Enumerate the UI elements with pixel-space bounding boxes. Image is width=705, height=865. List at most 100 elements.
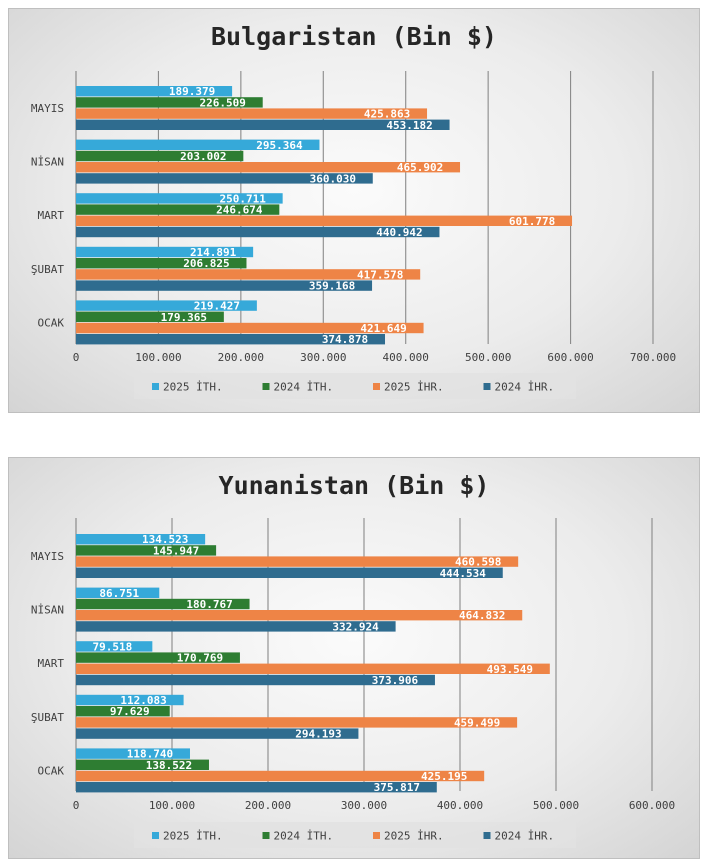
legend-swatch bbox=[152, 383, 159, 390]
data-label: 206.825 bbox=[183, 257, 229, 270]
bar bbox=[76, 269, 421, 280]
bar bbox=[76, 706, 170, 717]
x-tick-label: 0 bbox=[73, 799, 80, 812]
data-label: 375.817 bbox=[374, 781, 420, 794]
legend-label: 2024 İHR. bbox=[495, 830, 555, 843]
data-label: 189.379 bbox=[169, 85, 215, 98]
bar bbox=[76, 621, 396, 632]
bar bbox=[76, 587, 160, 598]
bar bbox=[76, 193, 283, 204]
data-label: 79.518 bbox=[92, 640, 132, 653]
bar bbox=[76, 652, 240, 663]
category-label: NİSAN bbox=[31, 604, 64, 617]
x-tick-label: 200.000 bbox=[245, 799, 291, 812]
bar bbox=[76, 311, 224, 322]
x-tick-label: 300.000 bbox=[300, 351, 346, 364]
legend-swatch bbox=[262, 832, 270, 839]
x-tick-label: 500.000 bbox=[533, 799, 579, 812]
category-label: ŞUBAT bbox=[31, 263, 64, 276]
data-label: 226.509 bbox=[200, 96, 246, 109]
legend-label: 2025 İTH. bbox=[163, 381, 223, 394]
legend-label: 2024 İTH. bbox=[274, 830, 334, 843]
data-label: 373.906 bbox=[372, 674, 419, 687]
data-label: 417.578 bbox=[357, 268, 403, 281]
bar bbox=[76, 86, 233, 97]
data-label: 86.751 bbox=[99, 587, 139, 600]
data-label: 179.365 bbox=[161, 311, 207, 324]
bar bbox=[76, 334, 386, 345]
category-label: OCAK bbox=[38, 316, 65, 329]
category-label: ŞUBAT bbox=[31, 711, 64, 724]
data-label: 138.522 bbox=[146, 759, 192, 772]
bar bbox=[76, 610, 523, 621]
x-tick-label: 300.000 bbox=[341, 799, 387, 812]
bar bbox=[76, 226, 440, 238]
data-label: 444.534 bbox=[440, 567, 487, 580]
data-label: 421.649 bbox=[360, 322, 406, 335]
bar bbox=[76, 162, 461, 173]
data-label: 465.902 bbox=[397, 161, 443, 174]
bar bbox=[76, 322, 424, 334]
category-label: NİSAN bbox=[31, 156, 64, 169]
legend-box bbox=[134, 373, 576, 399]
category-label: MART bbox=[38, 209, 65, 222]
bar bbox=[76, 545, 217, 556]
category-label: MART bbox=[38, 657, 65, 670]
yunanistan-chart-panel: Yunanistan (Bin $) 0 100.000 200.000 300.000… bbox=[8, 457, 700, 859]
bar bbox=[76, 748, 190, 759]
data-label: 332.924 bbox=[332, 620, 379, 633]
data-label: 601.778 bbox=[509, 215, 555, 228]
data-label: 453.182 bbox=[386, 119, 432, 132]
x-tick-label: 600.000 bbox=[629, 799, 675, 812]
legend-swatch bbox=[262, 383, 270, 390]
bulgaristan-chart: Bulgaristan (Bin $) 0 100.000 200.000 300.00… bbox=[31, 22, 676, 399]
data-label: 425.195 bbox=[421, 770, 467, 783]
data-label: 203.002 bbox=[180, 150, 226, 163]
bar bbox=[76, 694, 184, 706]
legend-swatch bbox=[483, 832, 491, 839]
legend-label: 2024 İTH. bbox=[274, 381, 334, 394]
legend-swatch bbox=[483, 383, 491, 390]
chart-title: Bulgaristan (Bin $) bbox=[211, 22, 497, 51]
bar bbox=[76, 150, 244, 162]
category-label: MAYIS bbox=[31, 550, 64, 563]
bar bbox=[76, 728, 359, 739]
x-tick-label: 700.000 bbox=[630, 351, 676, 364]
data-label: 440.942 bbox=[376, 226, 422, 239]
data-label: 97.629 bbox=[110, 705, 150, 718]
bar bbox=[76, 770, 485, 782]
data-label: 464.832 bbox=[459, 609, 505, 622]
x-tick-label: 0 bbox=[73, 351, 80, 364]
data-label: 170.769 bbox=[177, 652, 223, 665]
legend-swatch bbox=[373, 383, 380, 390]
x-tick-label: 200.000 bbox=[218, 351, 264, 364]
data-label: 250.711 bbox=[219, 192, 266, 205]
bar bbox=[76, 173, 373, 184]
legend-label: 2025 İTH. bbox=[163, 830, 223, 843]
legend-label: 2025 İHR. bbox=[384, 830, 444, 843]
bar bbox=[76, 204, 280, 215]
bar bbox=[76, 108, 428, 119]
bar bbox=[76, 246, 254, 258]
category-label: OCAK bbox=[38, 764, 65, 777]
x-tick-label: 100.000 bbox=[149, 799, 195, 812]
bar bbox=[76, 534, 206, 545]
data-label: 425.863 bbox=[364, 108, 410, 121]
bar bbox=[76, 567, 503, 578]
legend-label: 2024 İHR. bbox=[495, 381, 555, 394]
x-tick-label: 400.000 bbox=[383, 351, 429, 364]
data-label: 180.767 bbox=[186, 598, 232, 611]
bar bbox=[76, 641, 153, 652]
bar bbox=[76, 717, 518, 728]
legend-swatch bbox=[373, 832, 380, 839]
data-label: 360.030 bbox=[310, 172, 356, 185]
data-label: 246.674 bbox=[216, 204, 263, 217]
bar bbox=[76, 674, 435, 686]
bar bbox=[76, 782, 437, 793]
legend-swatch bbox=[152, 832, 159, 839]
data-label: 214.891 bbox=[190, 246, 237, 259]
data-label: 134.523 bbox=[142, 533, 188, 546]
category-label: MAYIS bbox=[31, 102, 64, 115]
bar bbox=[76, 215, 573, 226]
data-label: 493.549 bbox=[487, 663, 533, 676]
